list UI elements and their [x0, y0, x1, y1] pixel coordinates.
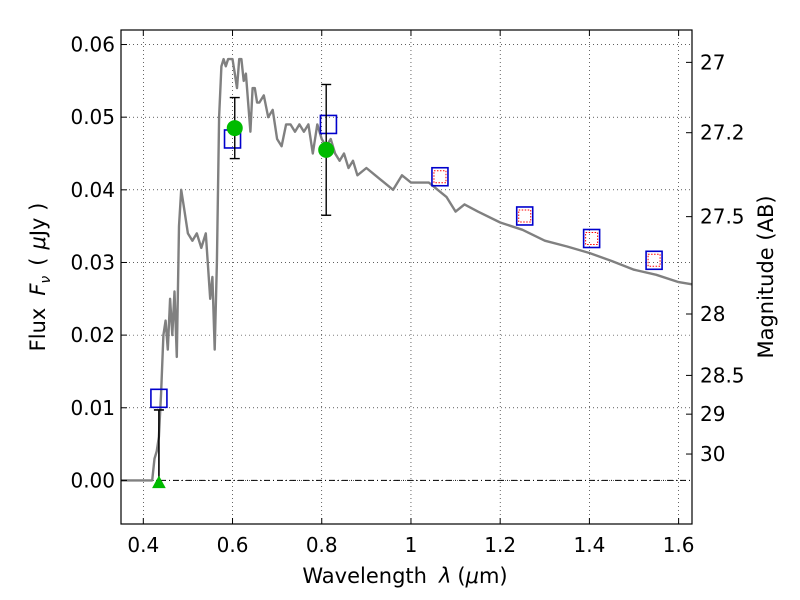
model-point: [645, 250, 663, 271]
axes: 0.4 0.6 0.8 1 1.2 1.4 1.6 0.00 0.01 0.02 0.03 0.04 0…: [70, 30, 745, 557]
mag-tick-label: 27: [700, 50, 725, 74]
model-point: [319, 114, 338, 135]
x-tick-label: 1.4: [573, 533, 605, 557]
upper-limit-marker: [152, 475, 166, 489]
model-point: [150, 388, 168, 409]
model-point: [431, 166, 449, 187]
y2-axis-label: Magnitude (AB): [754, 195, 778, 358]
y-tick-label: 0.05: [70, 105, 115, 129]
red-point: [518, 209, 532, 223]
mag-tick-label: 28: [700, 302, 725, 326]
x-tick-label: 1.6: [663, 533, 695, 557]
y-tick-label: 0.02: [70, 323, 115, 347]
plot-frame: [120, 29, 693, 525]
model-point: [515, 206, 534, 226]
y-axis-label: FluxFν(μJy ): [26, 203, 54, 352]
plot-area: [121, 57, 693, 489]
x-tick-label: 0.4: [127, 533, 159, 557]
mag-tick-label: 29: [700, 402, 725, 426]
y-tick-label: 0.04: [70, 178, 115, 202]
y-tick-label: 0.03: [70, 250, 115, 274]
x-tick-label: 1.2: [484, 533, 516, 557]
x-axis-label: Wavelength λ (μm): [302, 564, 507, 588]
mag-tick-label: 28.5: [700, 363, 745, 387]
observed-point: [318, 141, 335, 158]
y-tick-label: 0.06: [70, 33, 115, 57]
x-tick-label: 1: [405, 533, 418, 557]
x-tick-label: 0.6: [217, 533, 249, 557]
mag-tick-label: 27.5: [700, 205, 745, 229]
x-tick-label: 0.8: [306, 533, 338, 557]
observed-point: [226, 120, 243, 137]
mag-tick-label: 27.2: [700, 121, 745, 145]
y-tick-label: 0.00: [70, 468, 115, 492]
model-point: [582, 228, 601, 249]
red-point: [433, 170, 447, 184]
y-tick-label: 0.01: [70, 396, 115, 420]
red-point: [647, 253, 661, 267]
red-point: [585, 231, 599, 245]
mag-tick-label: 30: [700, 442, 725, 466]
